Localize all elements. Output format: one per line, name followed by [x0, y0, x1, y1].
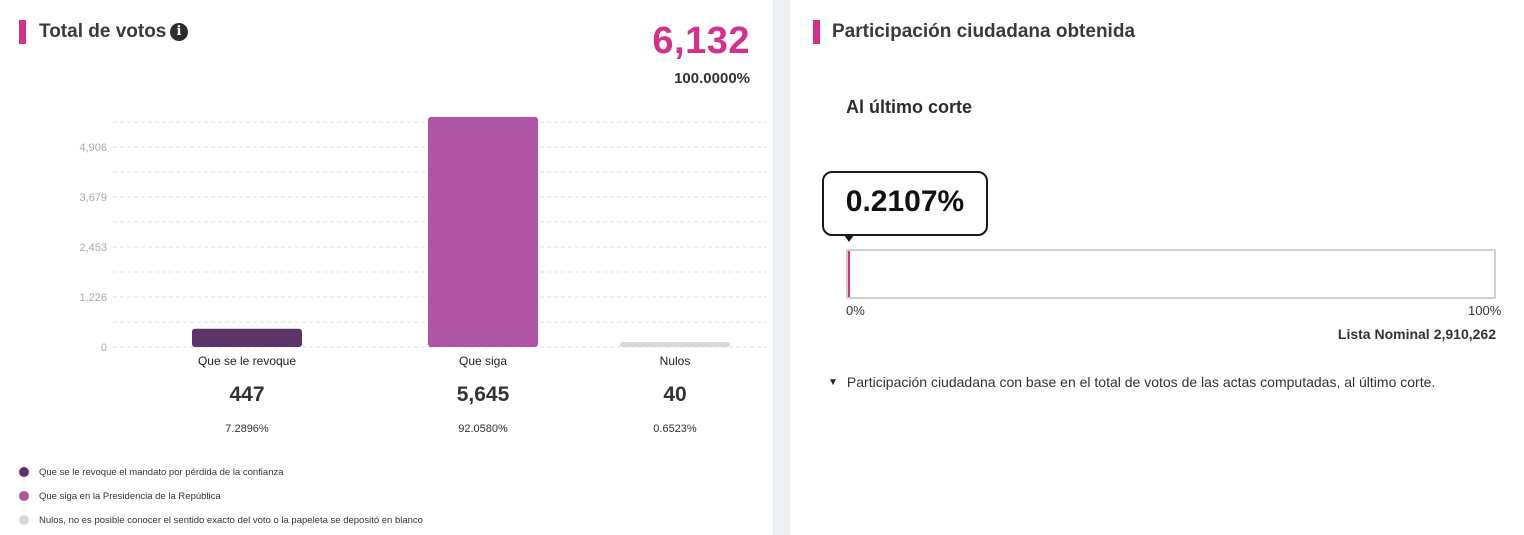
candidate-siga: Que siga 5,645 92.0580%	[393, 354, 573, 435]
candidate-name: Que siga	[458, 354, 508, 368]
total-votes-value: 6,132	[652, 20, 750, 62]
legend-dot	[19, 467, 29, 477]
bubble-tail	[844, 235, 854, 242]
title-accent-bar	[813, 20, 820, 44]
candidate-votes: 40	[663, 383, 687, 406]
candidate-percent: 92.0580%	[458, 423, 508, 435]
participation-panel: Participación ciudadana obtenida Al últi…	[790, 0, 1524, 535]
legend-item-siga: Que siga en la Presidencia de la Repúbli…	[19, 484, 423, 508]
legend-dot	[19, 491, 29, 501]
lista-nominal-label: Lista Nominal	[1337, 326, 1430, 342]
cut-label: Al último corte	[846, 97, 973, 117]
bar-que-siga[interactable]	[428, 116, 538, 347]
candidate-nulos: Nulos 40 0.6523%	[585, 354, 765, 435]
y-tick-label: 3,679	[79, 192, 107, 204]
legend-item-revoque: Que se le revoque el mandato por pérdida…	[19, 460, 423, 484]
legend-text: Que se le revoque el mandato por pérdida…	[39, 466, 284, 478]
panel-title: Total de votos	[39, 21, 167, 42]
participation-percent: 0.2107%	[845, 185, 965, 218]
legend-text: Que siga en la Presidencia de la Repúbli…	[39, 490, 221, 502]
candidate-percent: 7.2896%	[225, 423, 269, 435]
bar-nulos[interactable]	[620, 342, 730, 347]
y-tick-label: 2,453	[79, 242, 107, 254]
triangle-down-icon[interactable]: ▼	[828, 376, 838, 388]
bar-que-se-le-revoque[interactable]	[192, 328, 302, 347]
total-votes-percent: 100.0000%	[674, 70, 750, 87]
candidate-votes: 447	[229, 383, 265, 406]
legend-dot	[19, 515, 29, 525]
lista-nominal-value: 2,910,262	[1433, 326, 1496, 342]
legend-item-nulos: Nulos, no es posible conocer el sentido …	[19, 508, 423, 532]
note-text: Participación ciudadana con base en el t…	[846, 374, 1436, 390]
legend-text: Nulos, no es posible conocer el sentido …	[39, 514, 423, 526]
y-tick-label: 0	[101, 342, 107, 354]
total-votes-panel: Total de votos i 6,132 100.0000% 0 1,226 2…	[19, 20, 767, 532]
panel-title: Participación ciudadana obtenida	[832, 21, 1136, 42]
progress-fill	[848, 251, 850, 297]
participation-progress-bar	[846, 249, 1496, 299]
y-tick-label: 4,906	[79, 142, 107, 154]
progress-min-label: 0%	[846, 303, 865, 318]
candidate-revoque: Que se le revoque 447 7.2896%	[157, 354, 337, 435]
chart-legend: Que se le revoque el mandato por pérdida…	[19, 460, 423, 532]
candidate-percent: 0.6523%	[653, 423, 697, 435]
progress-max-label: 100%	[1468, 303, 1502, 318]
y-tick-label: 1,226	[79, 292, 107, 304]
participation-note[interactable]: ▼ Participación ciudadana con base en el…	[828, 374, 1435, 390]
votes-bar-chart: 0 1,226 2,453 3,679 4,906	[79, 116, 767, 354]
candidate-votes: 5,645	[456, 383, 510, 406]
panel-divider	[773, 0, 790, 535]
participation-bubble: 0.2107%	[822, 171, 988, 236]
candidate-name: Nulos	[659, 354, 691, 368]
info-icon[interactable]: i	[170, 23, 188, 41]
title-accent-bar	[19, 20, 26, 44]
candidate-name: Que se le revoque	[197, 354, 297, 368]
lista-nominal: Lista Nominal 2,910,262	[1338, 326, 1496, 342]
